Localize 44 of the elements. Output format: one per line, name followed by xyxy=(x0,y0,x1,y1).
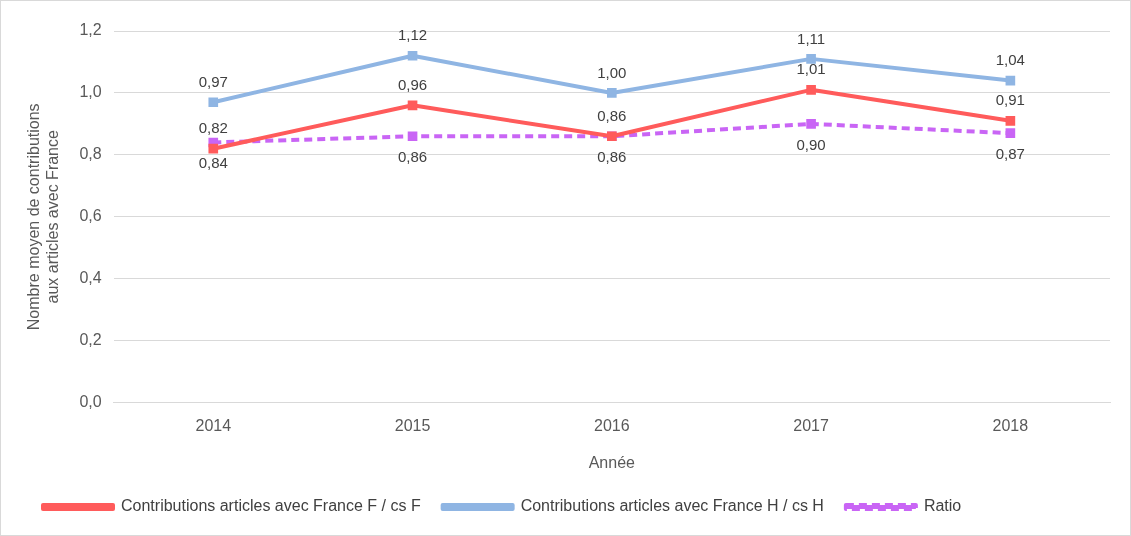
x-tick-label: 2014 xyxy=(195,416,232,434)
point xyxy=(407,50,418,61)
data-label: 0,97 xyxy=(198,72,228,90)
data-label: 1,11 xyxy=(797,29,826,47)
data-label: 0,87 xyxy=(995,144,1025,162)
data-label: 0,82 xyxy=(198,119,228,137)
data-label: 0,96 xyxy=(397,75,428,93)
point xyxy=(407,100,418,111)
point xyxy=(407,131,418,142)
x-tick-label: 2015 xyxy=(394,416,431,434)
y-tick-label: 0,2 xyxy=(79,331,102,349)
data-label: 0,84 xyxy=(198,154,228,172)
point xyxy=(606,88,617,98)
point xyxy=(1005,75,1016,86)
x-tick-label: 2016 xyxy=(594,416,630,434)
legend-label: Contributions articles avec France H / cs H xyxy=(520,497,824,515)
point xyxy=(208,97,219,108)
data-label: 0,86 xyxy=(597,147,627,165)
y-tick-label: 1,0 xyxy=(79,83,102,101)
x-tick-label: 2018 xyxy=(992,416,1029,434)
data-label: 1,04 xyxy=(995,51,1025,69)
y-axis-title: Nombre moyen de contributions aux articles avec France xyxy=(25,103,62,331)
point xyxy=(806,85,816,95)
point xyxy=(208,143,219,154)
x-axis-title: Année xyxy=(588,453,636,471)
legend-label: Ratio xyxy=(923,497,962,515)
data-label: 1,01 xyxy=(796,60,826,78)
y-tick-label: 0,8 xyxy=(79,145,102,163)
point xyxy=(806,54,816,64)
point xyxy=(1005,115,1016,126)
point xyxy=(1005,128,1016,139)
y-tick-label: 0,4 xyxy=(79,269,102,287)
point xyxy=(806,119,816,129)
data-label: 1,12 xyxy=(397,26,428,44)
data-label: 0,86 xyxy=(597,106,627,124)
y-tick-label: 1,2 xyxy=(79,21,102,39)
data-label: 0,91 xyxy=(995,91,1025,109)
legend-label: Contributions articles avec France F / cs F xyxy=(121,497,421,515)
y-tick-label: 0,0 xyxy=(79,393,102,411)
data-label: 1,00 xyxy=(597,63,627,81)
data-label: 0,90 xyxy=(796,135,826,153)
x-tick-label: 2017 xyxy=(793,416,829,434)
y-tick-label: 0,6 xyxy=(79,207,102,225)
data-label: 0,86 xyxy=(397,147,428,165)
